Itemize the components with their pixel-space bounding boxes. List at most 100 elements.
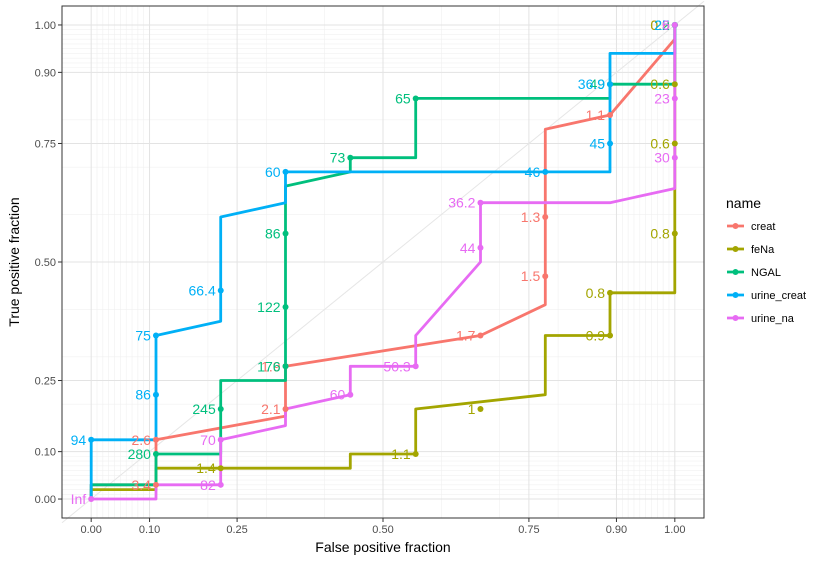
point-feNa — [671, 230, 678, 237]
point-urine_na — [477, 199, 484, 206]
point-urine_creat — [282, 168, 289, 175]
cutoff-label-urine_na: 23 — [654, 90, 670, 106]
cutoff-label-urine_na: 44 — [460, 240, 476, 256]
legend-key-creat: creat — [727, 221, 775, 233]
point-NGAL — [217, 405, 224, 412]
cutoff-label-creat: 1.5 — [521, 268, 541, 284]
legend-swatch-point — [732, 246, 739, 252]
legend: name creat feNa NGAL urine_creat urine_na — [726, 195, 806, 325]
x-tick-label: 0.75 — [518, 524, 539, 536]
cutoff-label-NGAL: 65 — [395, 90, 411, 106]
y-axis-ticks: 0.00 0.10 0.25 0.50 0.75 0.90 1.00 — [35, 20, 62, 506]
cutoff-label-creat: 2.1 — [261, 401, 281, 417]
cutoff-label-urine_creat: 45 — [589, 135, 605, 151]
point-urine_na — [671, 154, 678, 161]
y-tick-label: 0.00 — [35, 494, 56, 506]
y-tick-label: 0.25 — [35, 376, 56, 388]
point-feNa — [412, 451, 419, 457]
legend-title: name — [726, 195, 761, 211]
point-NGAL — [152, 451, 159, 457]
cutoff-label-creat: 1.9 — [261, 358, 281, 374]
legend-swatch-point — [732, 315, 739, 321]
cutoff-label-NGAL: 86 — [265, 226, 281, 242]
cutoff-label-feNa: 0.6 — [650, 135, 670, 151]
point-NGAL — [282, 363, 289, 370]
point-urine_creat — [217, 287, 224, 294]
cutoff-label-urine_na: 60 — [330, 387, 346, 403]
point-urine_na — [671, 95, 678, 102]
legend-swatch-point — [732, 292, 739, 298]
cutoff-label-urine_na: 6 — [662, 17, 670, 33]
cutoff-label-creat: 2.6 — [131, 432, 151, 448]
y-axis-title: True positive fraction — [6, 197, 22, 326]
cutoff-label-creat: 3.4 — [131, 477, 151, 493]
point-urine_na — [671, 21, 678, 28]
point-creat — [607, 112, 614, 119]
series-line-urine_creat — [89, 25, 677, 499]
point-urine_na — [477, 244, 484, 251]
cutoff-label-creat: 0.9 — [650, 17, 670, 33]
cutoff-label-feNa: 1 — [468, 401, 476, 417]
legend-key-urine_creat: urine_creat — [727, 290, 806, 302]
legend-label-feNa: feNa — [751, 244, 775, 256]
cutoff-label-urine_creat: 86 — [135, 387, 151, 403]
cutoff-label-feNa: 0.5 — [650, 17, 670, 33]
legend-swatch-point — [732, 269, 739, 275]
point-urine_creat — [607, 140, 614, 147]
legend-key-NGAL: NGAL — [727, 267, 781, 279]
x-tick-label: 0.10 — [139, 524, 160, 536]
y-tick-label: 0.50 — [35, 257, 56, 269]
cutoff-label-creat: 1.3 — [521, 209, 541, 225]
x-axis-title: False positive fraction — [315, 539, 450, 555]
y-tick-label: 0.10 — [35, 447, 56, 459]
y-tick-label: 1.00 — [35, 20, 56, 32]
point-urine_na — [88, 496, 95, 503]
major-gridlines — [62, 6, 704, 518]
cutoff-label-urine_na: 82 — [200, 477, 216, 493]
point-NGAL — [412, 95, 419, 102]
cutoff-label-NGAL: 122 — [257, 299, 281, 315]
point-NGAL — [282, 304, 289, 311]
cutoff-label-NGAL: 22 — [654, 17, 670, 33]
cutoff-label-creat: 1.1 — [586, 107, 606, 123]
point-feNa — [671, 140, 678, 147]
point-feNa — [671, 81, 678, 88]
x-tick-label: 0.50 — [372, 524, 393, 536]
legend-label-urine_creat: urine_creat — [751, 290, 806, 302]
legend-label-urine_na: urine_na — [751, 313, 795, 325]
cutoff-label-NGAL: 49 — [589, 76, 605, 92]
point-urine_na — [217, 481, 224, 488]
cutoff-label-creat: 1.7 — [456, 327, 476, 343]
cutoff-label-feNa: 1.4 — [196, 460, 216, 476]
legend-label-creat: creat — [751, 221, 775, 233]
point-feNa — [607, 332, 614, 339]
x-axis-ticks: 0.00 0.10 0.25 0.50 0.75 0.90 1.00 — [80, 518, 686, 536]
cutoff-label-urine_creat: 25 — [654, 17, 670, 33]
x-tick-label: 0.00 — [80, 524, 101, 536]
point-urine_na — [217, 436, 224, 443]
legend-key-urine_na: urine_na — [727, 313, 795, 325]
x-tick-label: 1.00 — [664, 524, 685, 536]
point-urine_creat — [152, 332, 159, 339]
series-points — [88, 21, 678, 503]
point-creat — [477, 332, 484, 339]
cutoff-label-urine_creat: 75 — [135, 327, 151, 343]
cutoff-label-NGAL: 245 — [192, 401, 216, 417]
cutoff-label-feNa: 0.9 — [586, 327, 606, 343]
cutoff-label-urine_na: Inf — [71, 491, 87, 507]
point-creat — [152, 481, 159, 488]
x-tick-label: 0.90 — [606, 524, 627, 536]
legend-label-NGAL: NGAL — [751, 267, 781, 279]
legend-swatch-point — [732, 223, 739, 229]
reference-diagonal — [61, 0, 705, 524]
cutoff-label-urine_na: 70 — [200, 432, 216, 448]
y-tick-label: 0.90 — [35, 67, 56, 79]
y-tick-label: 0.75 — [35, 138, 56, 150]
point-NGAL — [347, 154, 354, 161]
point-NGAL — [282, 230, 289, 237]
legend-key-feNa: feNa — [727, 244, 775, 256]
cutoff-label-urine_creat: 36.9 — [578, 76, 605, 92]
point-urine_na — [347, 391, 354, 398]
point-creat — [282, 405, 289, 412]
